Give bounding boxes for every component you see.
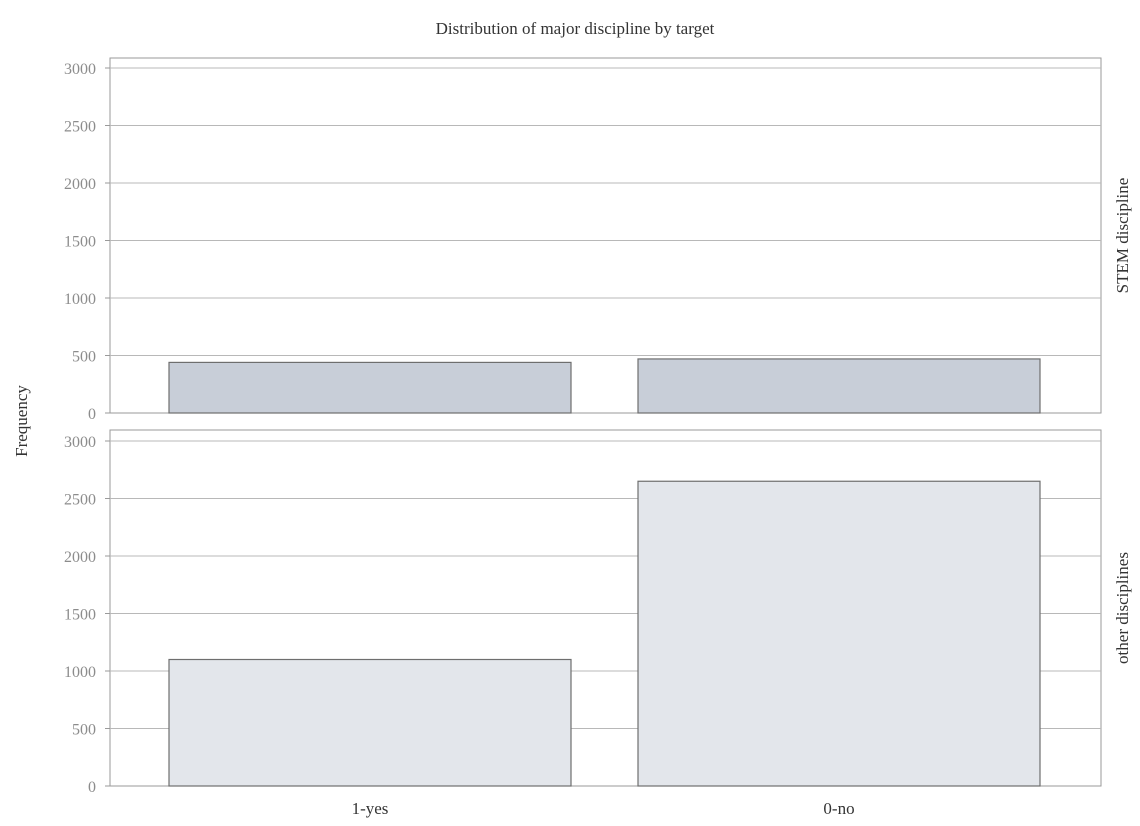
bar <box>168 361 572 414</box>
y-tick-label: 1500 <box>64 607 96 624</box>
y-tick-label: 1000 <box>64 664 96 681</box>
y-tick-label: 3000 <box>64 434 96 451</box>
panel-frame <box>109 57 1102 414</box>
bar <box>168 658 572 787</box>
y-tick-label: 2500 <box>64 492 96 509</box>
y-tick-label: 2500 <box>64 119 96 136</box>
y-tick-label: 0 <box>88 779 96 796</box>
facet-panel: 0 500 1000 1500 2000 2500 3000 other discipline… <box>64 429 1132 796</box>
facet-label: other disciplines <box>1113 552 1132 664</box>
y-tick-label: 1500 <box>64 234 96 251</box>
y-axis-title: Frequency <box>12 385 31 457</box>
facet-panel: 0 500 1000 1500 2000 2500 3000 STEM discipline <box>64 57 1132 423</box>
x-tick-label: 0-no <box>823 799 854 818</box>
y-tick-label: 2000 <box>64 549 96 566</box>
y-tick-label: 0 <box>88 406 96 423</box>
bar <box>637 480 1041 787</box>
panel-frame <box>109 429 1102 787</box>
y-tick-label: 3000 <box>64 61 96 78</box>
facet-label: STEM discipline <box>1113 178 1132 294</box>
x-axis-labels: 1-yes 0-no <box>352 799 855 818</box>
chart-title: Distribution of major discipline by targ… <box>436 19 715 38</box>
y-tick-label: 1000 <box>64 291 96 308</box>
y-tick-label: 500 <box>72 349 96 366</box>
y-tick-label: 500 <box>72 722 96 739</box>
bar <box>637 358 1041 414</box>
y-tick-label: 2000 <box>64 176 96 193</box>
x-tick-label: 1-yes <box>352 799 389 818</box>
